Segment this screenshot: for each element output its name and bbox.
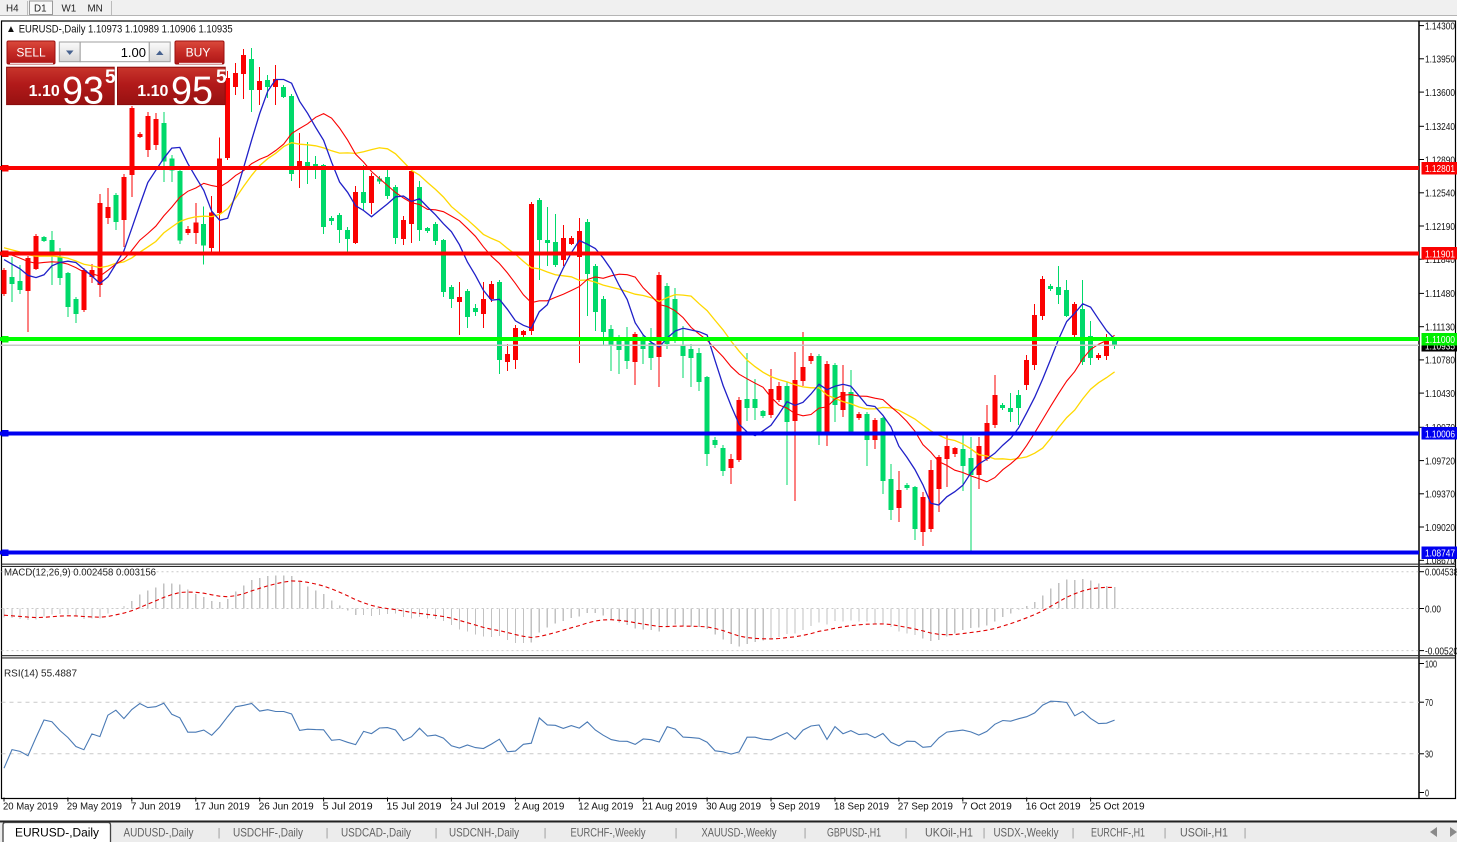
svg-text:27 Sep 2019: 27 Sep 2019 [898,802,953,813]
svg-text:1.10780: 1.10780 [1425,356,1455,367]
svg-text:15 Jul 2019: 15 Jul 2019 [387,802,442,813]
svg-text:-0.00520: -0.00520 [1425,646,1457,657]
svg-text:USDCNH-,Daily: USDCNH-,Daily [449,827,519,840]
svg-text:▲: ▲ [6,24,16,35]
svg-text:1.11480: 1.11480 [1425,289,1455,300]
svg-text:1.12801: 1.12801 [1425,164,1455,175]
svg-text:1.13240: 1.13240 [1425,122,1455,133]
svg-text:100: 100 [1425,659,1437,670]
svg-text:USDX-,Weekly: USDX-,Weekly [994,827,1059,840]
svg-text:1.11000: 1.11000 [1425,335,1455,346]
svg-text:MN: MN [88,4,103,15]
svg-text:25 Oct 2019: 25 Oct 2019 [1090,802,1145,813]
svg-text:1.13600: 1.13600 [1425,88,1455,99]
svg-text:USOil-,H1: USOil-,H1 [1180,827,1228,840]
svg-text:|: | [905,827,908,839]
svg-text:|: | [1072,827,1075,839]
svg-text:UKOil-,H1: UKOil-,H1 [925,827,973,840]
svg-text:1.10: 1.10 [137,83,168,100]
svg-text:USDCHF-,Daily: USDCHF-,Daily [233,827,303,840]
svg-text:|: | [804,827,807,839]
svg-text:1.09370: 1.09370 [1425,490,1455,501]
svg-text:12 Aug 2019: 12 Aug 2019 [578,802,633,813]
svg-text:0.004538: 0.004538 [1425,568,1457,579]
svg-text:EURCHF-,H1: EURCHF-,H1 [1091,827,1145,840]
svg-text:AUDUSD-,Daily: AUDUSD-,Daily [124,827,194,840]
svg-text:0: 0 [1425,788,1429,799]
svg-text:USDCAD-,Daily: USDCAD-,Daily [341,827,411,840]
svg-text:H4: H4 [6,4,19,15]
svg-text:17 Jun 2019: 17 Jun 2019 [195,802,250,813]
svg-text:30: 30 [1425,750,1433,761]
svg-text:93: 93 [62,70,104,113]
svg-text:1.08747: 1.08747 [1425,549,1455,560]
svg-text:1.10: 1.10 [29,83,60,100]
svg-text:18 Sep 2019: 18 Sep 2019 [834,802,889,813]
svg-text:1.12190: 1.12190 [1425,222,1455,233]
svg-text:|: | [1164,827,1167,839]
svg-text:1.10430: 1.10430 [1425,389,1455,400]
svg-text:|: | [326,827,329,839]
svg-text:1.14300: 1.14300 [1425,21,1455,32]
svg-text:1.11130: 1.11130 [1425,323,1455,334]
svg-text:1.09720: 1.09720 [1425,456,1455,467]
svg-text:7 Oct 2019: 7 Oct 2019 [962,802,1012,813]
svg-text:21 Aug 2019: 21 Aug 2019 [642,802,697,813]
svg-text:1.09020: 1.09020 [1425,523,1455,534]
svg-text:EURUSD-,Daily 1.10973 1.10989: EURUSD-,Daily 1.10973 1.10989 1.10906 1.… [19,23,233,35]
svg-text:|: | [983,827,986,839]
svg-text:1.11901: 1.11901 [1425,250,1455,261]
svg-text:|: | [544,827,547,839]
svg-text:95: 95 [171,70,213,113]
svg-text:5 Jul 2019: 5 Jul 2019 [323,802,373,813]
svg-text:RSI(14) 55.4887: RSI(14) 55.4887 [4,669,77,680]
svg-text:2 Aug 2019: 2 Aug 2019 [514,802,564,813]
svg-text:7 Jun 2019: 7 Jun 2019 [131,802,181,813]
svg-text:1.13950: 1.13950 [1425,55,1455,66]
svg-text:1.00: 1.00 [121,45,146,60]
svg-text:|: | [675,827,678,839]
svg-text:W1: W1 [62,4,77,15]
svg-text:SELL: SELL [16,46,46,60]
svg-text:EURCHF-,Weekly: EURCHF-,Weekly [571,827,646,840]
svg-text:30 Aug 2019: 30 Aug 2019 [706,802,761,813]
svg-text:26 Jun 2019: 26 Jun 2019 [259,802,314,813]
svg-text:1.12540: 1.12540 [1425,189,1455,200]
svg-text:EURUSD-,Daily: EURUSD-,Daily [15,826,100,840]
svg-text:5: 5 [216,67,227,88]
svg-text:16 Oct 2019: 16 Oct 2019 [1026,802,1081,813]
svg-text:BUY: BUY [186,46,211,60]
svg-text:XAUUSD-,Weekly: XAUUSD-,Weekly [702,827,777,840]
svg-text:24 Jul 2019: 24 Jul 2019 [450,802,505,813]
svg-text:20 May 2019: 20 May 2019 [3,802,58,813]
svg-text:|: | [435,827,438,839]
svg-text:1.10006: 1.10006 [1425,429,1455,440]
svg-text:0.00: 0.00 [1425,604,1441,615]
svg-text:9 Sep 2019: 9 Sep 2019 [770,802,820,813]
svg-text:D1: D1 [34,4,47,15]
svg-text:GBPUSD-,H1: GBPUSD-,H1 [827,827,881,840]
svg-text:70: 70 [1425,698,1433,709]
svg-text:|: | [1244,827,1247,839]
svg-text:5: 5 [105,67,116,88]
svg-text:|: | [218,827,221,839]
svg-text:29 May 2019: 29 May 2019 [67,802,122,813]
svg-text:MACD(12,26,9) 0.002458 0.00315: MACD(12,26,9) 0.002458 0.003156 [4,568,156,579]
